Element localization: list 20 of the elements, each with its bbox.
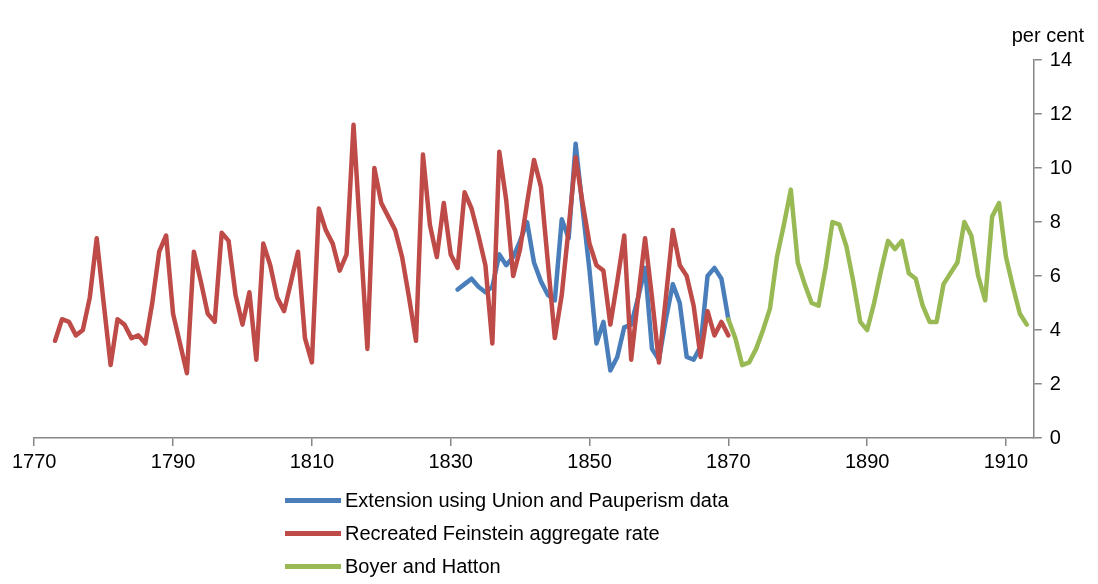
y-tick-label: 8 [1049, 209, 1061, 232]
x-tick-label: 1850 [567, 449, 612, 472]
x-tick-label: 1870 [706, 449, 751, 472]
y-tick-label: 0 [1049, 425, 1061, 448]
legend-label: Extension using Union and Pauperism data [345, 488, 729, 513]
y-tick-label: 12 [1049, 101, 1072, 124]
y-tick-label: 4 [1049, 317, 1061, 340]
x-tick-label: 1810 [289, 449, 335, 472]
x-tick-label: 1790 [150, 449, 196, 472]
y-tick-label: 2 [1049, 371, 1061, 394]
x-tick-label: 1830 [428, 449, 473, 472]
y-tick-label: 14 [1049, 47, 1072, 70]
x-tick-label: 1910 [983, 449, 1029, 472]
legend-label: Recreated Feinstein aggregate rate [345, 521, 660, 546]
y-axis-title: per cent [1011, 23, 1085, 46]
x-tick-label: 1890 [844, 449, 890, 472]
y-tick-label: 6 [1049, 263, 1061, 286]
x-tick-label: 1770 [12, 449, 57, 472]
y-tick-label: 10 [1049, 155, 1072, 178]
legend-label: Boyer and Hatton [345, 554, 501, 579]
